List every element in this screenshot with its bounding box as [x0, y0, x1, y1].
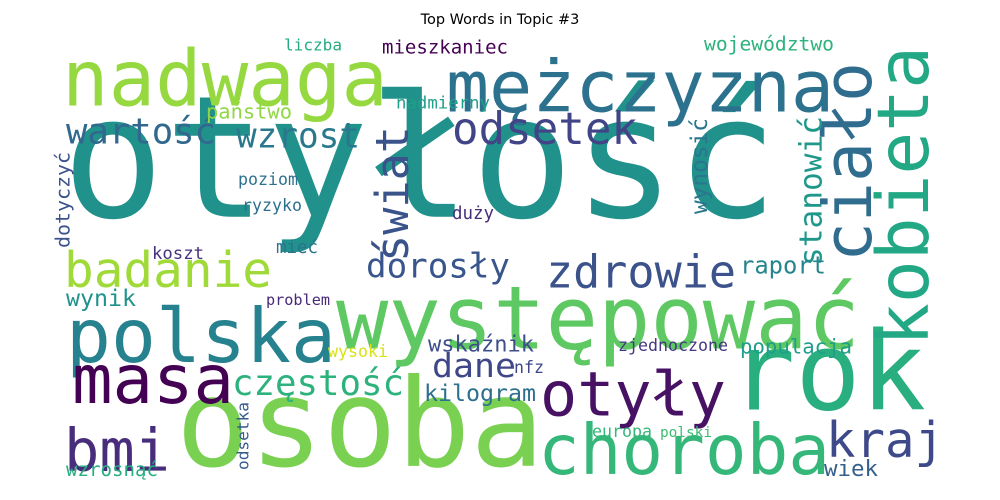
word-swiat: świat [366, 126, 419, 262]
word-wiek: wiek [824, 456, 879, 482]
word-choroba: choroba [538, 411, 830, 491]
chart-title: Top Words in Topic #3 [420, 12, 580, 28]
word-mezczyzna: mężczyzna [446, 46, 834, 129]
word-panstwo: państwo [206, 99, 292, 123]
word-polska: polska [66, 293, 336, 380]
word-koszt: koszt [152, 244, 204, 264]
word-duzy: duży [452, 204, 494, 224]
word-cialo: ciało [809, 62, 887, 262]
word-ryzyko: ryzyko [242, 196, 302, 215]
word-wartosc: wartość [66, 112, 216, 153]
word-dane: dane [432, 346, 516, 385]
word-wojewodztwo: województwo [704, 32, 834, 55]
word-miec: mieć [276, 238, 318, 258]
word-wskaznik: wskaźnik [428, 333, 534, 358]
word-rok: rok [730, 309, 926, 436]
word-liczba: liczba [284, 35, 342, 54]
word-wynosic: wynosić [687, 118, 713, 214]
word-zdrowie: zdrowie [546, 246, 736, 299]
word-nadwaga: nadwaga [62, 35, 388, 125]
word-stanowic: stanowić [794, 116, 830, 266]
word-mieszkaniec: mieszkaniec [382, 37, 508, 59]
word-kraj: kraj [826, 412, 944, 469]
word-czestosc: częstość [232, 363, 404, 404]
word-wystepowac: występować [336, 268, 860, 370]
word-problem: problem [266, 291, 330, 309]
word-badanie: badanie [64, 241, 272, 299]
word-wysoki: wysoki [328, 342, 388, 361]
word-odsetka: odsetka [233, 402, 252, 470]
word-raport: raport [740, 252, 826, 280]
word-wynik: wynik [66, 285, 136, 312]
word-populacja: populacja [740, 335, 852, 359]
word-dorosly: dorosły [366, 247, 510, 287]
word-dotyczyc: dotyczyć [52, 152, 75, 248]
word-wzrost: wzrost [236, 117, 360, 157]
word-kilogram: kilogram [424, 380, 536, 407]
word-polski: polski [660, 425, 712, 441]
word-odsetek: odsetek [452, 104, 638, 155]
word-nfz: nfz [514, 358, 544, 377]
word-europa: europa [592, 422, 652, 441]
word-osoba: osoba [176, 352, 544, 495]
word-otylosc: otyłość [62, 60, 778, 258]
word-otyly: otyły [540, 359, 726, 431]
word-nadmierny: nadmierny [396, 93, 490, 113]
word-zjednoczone: zjednoczone [618, 336, 728, 355]
word-kobieta: kobieta [862, 46, 945, 346]
word-wzrosnac: wzrosnąć [66, 458, 158, 481]
word-masa: masa [72, 341, 234, 419]
word-bmi: bmi [64, 417, 170, 485]
word-poziom: poziom [238, 170, 298, 189]
